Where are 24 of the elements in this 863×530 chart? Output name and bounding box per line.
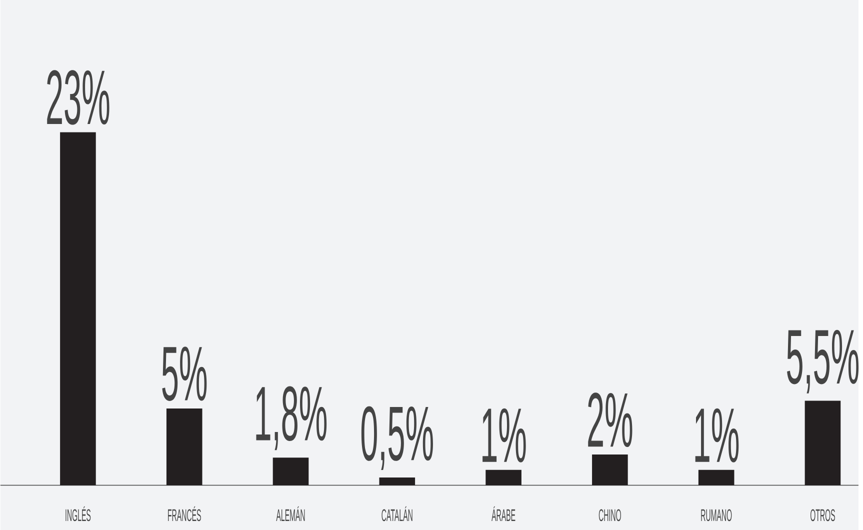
bar — [592, 454, 628, 486]
bar — [486, 470, 522, 486]
data-label: 1,8% — [256, 386, 327, 450]
data-label: 1% — [482, 408, 526, 462]
x-tick-label: INGLÉS — [66, 506, 91, 522]
bar — [272, 458, 309, 486]
bar — [804, 400, 841, 486]
bar — [698, 470, 734, 486]
data-label: 1% — [695, 408, 739, 462]
x-tick-label: CATALÁN — [382, 506, 412, 522]
bar — [379, 478, 416, 486]
data-label: 5,5% — [787, 330, 859, 394]
data-label: 0,5% — [361, 406, 433, 470]
data-label: 5% — [162, 346, 207, 402]
x-tick-label: RUMANO — [701, 509, 732, 522]
x-tick-label: ALEMÁN — [276, 506, 305, 522]
bar — [60, 132, 96, 486]
data-label: 23% — [47, 70, 110, 125]
x-tick-label: OTROS — [810, 509, 835, 522]
data-label: 2% — [588, 392, 632, 448]
bar — [166, 408, 202, 486]
x-tick-label: CHINO — [598, 509, 621, 522]
x-tick-label: FRANCÉS — [168, 506, 201, 522]
x-tick-label: ÁRABE — [492, 506, 516, 522]
